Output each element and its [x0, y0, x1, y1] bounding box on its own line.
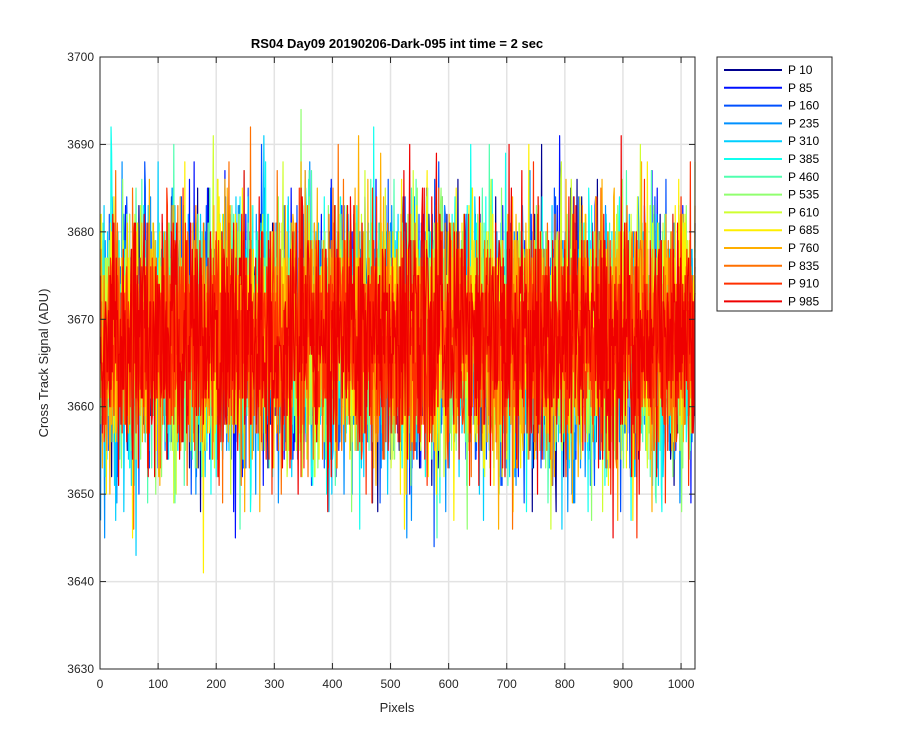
x-axis-label: Pixels — [380, 700, 415, 715]
plot-frame — [99, 56, 696, 670]
legend-label: P 685 — [788, 223, 819, 237]
x-tick-label: 500 — [381, 677, 401, 691]
legend-label: P 610 — [788, 205, 819, 219]
y-axis-label: Cross Track Signal (ADU) — [36, 289, 51, 438]
x-tick-label: 700 — [497, 677, 517, 691]
legend-label: P 535 — [788, 188, 819, 202]
legend-box — [716, 56, 833, 312]
y-tick-label: 3680 — [67, 225, 94, 239]
legend-label: P 385 — [788, 152, 819, 166]
x-tick-label: 400 — [322, 677, 342, 691]
legend-label: P 160 — [788, 99, 819, 113]
y-tick-label: 3670 — [67, 312, 94, 326]
legend-label: P 985 — [788, 294, 819, 308]
legend-label: P 10 — [788, 63, 813, 77]
y-tick-label: 3690 — [67, 137, 94, 151]
legend-label: P 235 — [788, 116, 819, 130]
x-tick-label: 1000 — [668, 677, 695, 691]
legend-label: P 910 — [788, 277, 819, 291]
legend-label: P 460 — [788, 170, 819, 184]
legend: P 10 P 85 P 160 P 235 P 310 P 385 P 460 P 535 P … — [716, 56, 833, 312]
legend-label: P 85 — [788, 81, 813, 95]
y-tick-label: 3700 — [67, 50, 94, 64]
series-line — [99, 135, 696, 539]
x-tick-label: 600 — [439, 677, 459, 691]
series-lines — [99, 108, 696, 574]
x-tick-label: 900 — [613, 677, 633, 691]
y-tick-label: 3630 — [67, 662, 94, 676]
y-tick-label: 3650 — [67, 487, 94, 501]
chart-title: RS04 Day09 20190206-Dark-095 int time = … — [251, 36, 543, 51]
y-tick-label: 3640 — [67, 575, 94, 589]
x-tick-label: 0 — [97, 677, 104, 691]
legend-label: P 835 — [788, 259, 819, 273]
y-tick-label: 3660 — [67, 400, 94, 414]
x-tick-label: 300 — [264, 677, 284, 691]
axis-ticks: 0 100 200 300 400 500 600 700 800 900 1000 3630 3640… — [67, 50, 695, 691]
legend-label: P 310 — [788, 134, 819, 148]
x-tick-label: 800 — [555, 677, 575, 691]
x-tick-label: 200 — [206, 677, 226, 691]
x-tick-label: 100 — [148, 677, 168, 691]
legend-label: P 760 — [788, 241, 819, 255]
